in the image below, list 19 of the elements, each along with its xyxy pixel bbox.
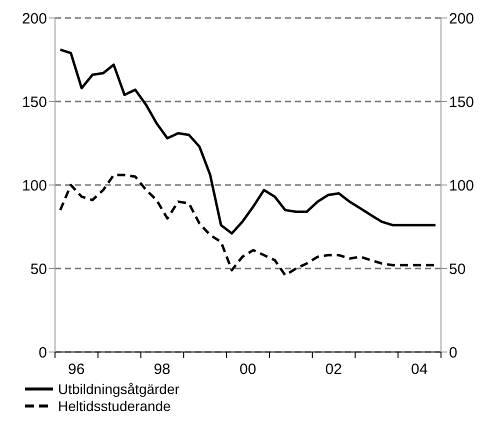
y2-tick-label: 200 [449, 10, 474, 28]
x-tick-label: 96 [68, 361, 85, 378]
line-series [59, 48, 437, 235]
legend-label: Heltidsstuderande [58, 398, 171, 414]
x-tick-label: 04 [411, 361, 428, 378]
y2-tick-label: 0 [449, 344, 458, 362]
y-tick-label: 100 [22, 177, 47, 194]
y2-tick-label: 150 [449, 94, 474, 111]
y-tick-label: 150 [22, 94, 47, 111]
x-tick-label: 02 [325, 361, 342, 378]
y2-tick-label: 100 [449, 177, 474, 194]
legend-label: Utbildningsåtgärder [58, 380, 180, 396]
y-tick-label: 0 [38, 344, 47, 362]
y-tick-label: 50 [30, 260, 47, 278]
y-tick-label: 200 [22, 10, 47, 28]
x-tick-label: 00 [240, 361, 256, 378]
line-series [59, 174, 437, 276]
y2-tick-label: 50 [449, 260, 466, 278]
x-tick-label: 98 [154, 361, 170, 378]
